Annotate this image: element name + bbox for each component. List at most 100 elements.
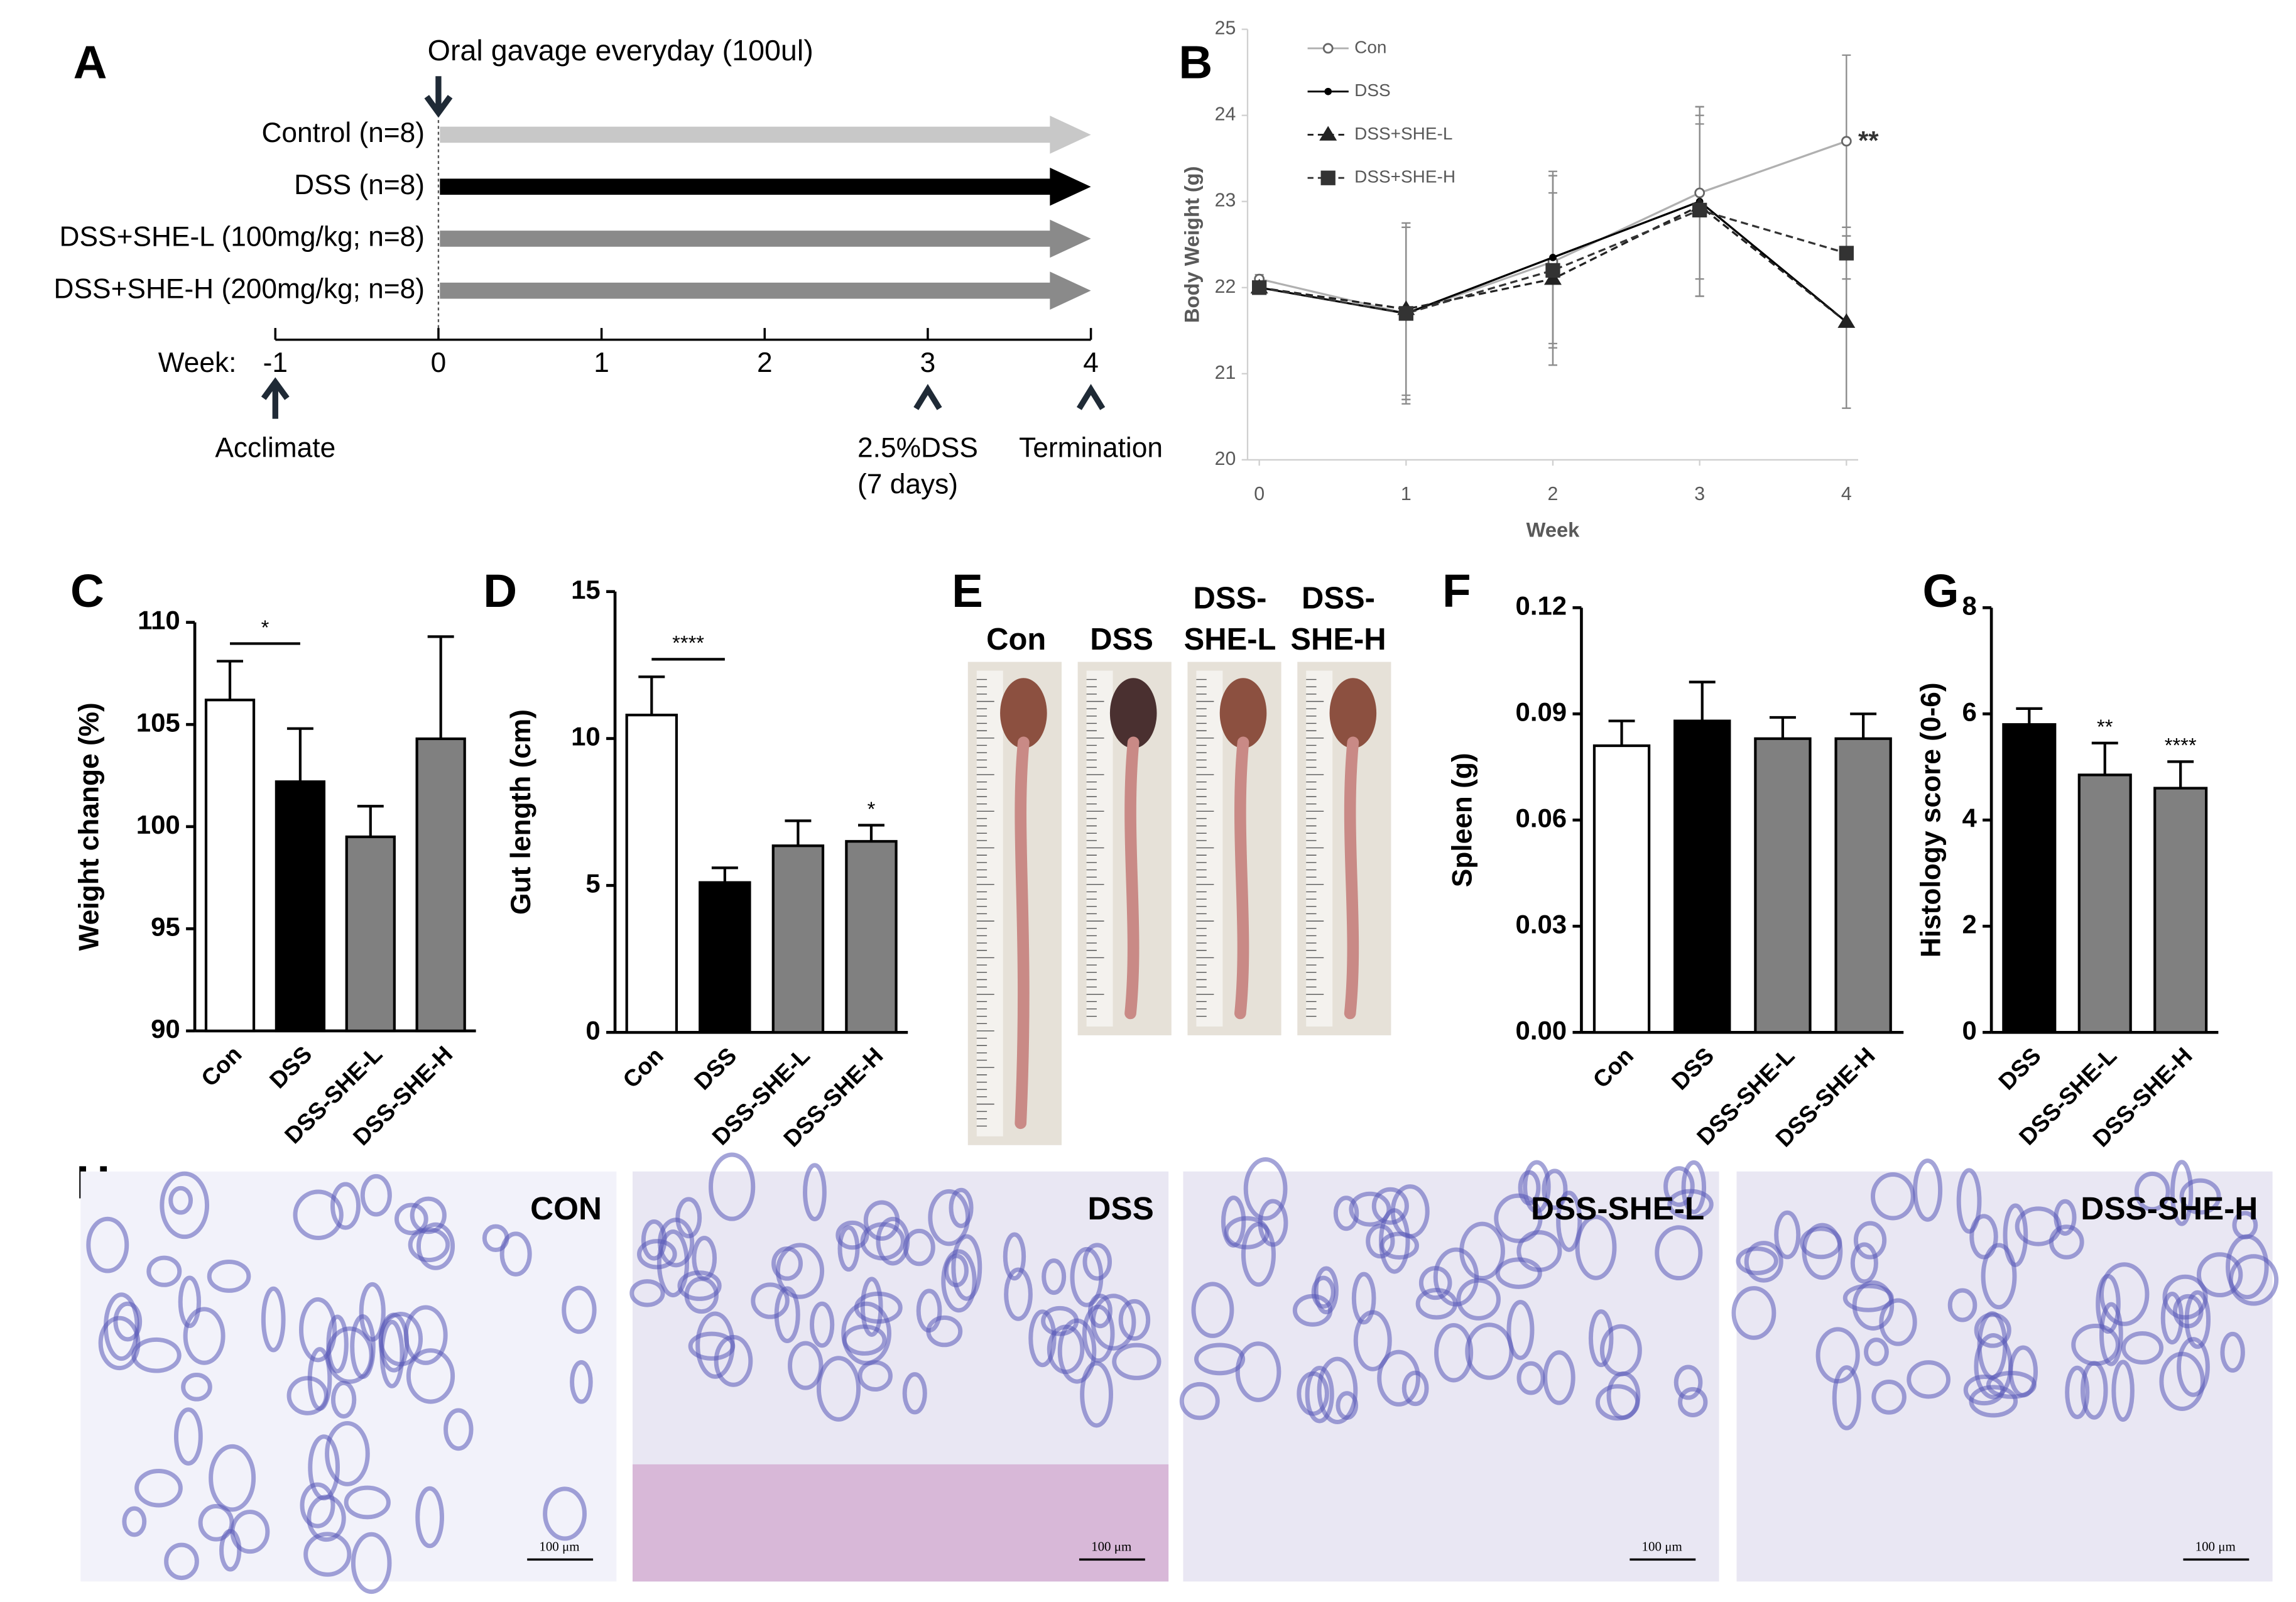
error-bar	[785, 819, 812, 846]
crypt	[1815, 1327, 1860, 1384]
x-tick-label: Con	[196, 1041, 247, 1092]
group-label: Control (n=8)	[261, 117, 425, 148]
x-tick-label: 0	[1254, 484, 1265, 504]
crypt	[1506, 1300, 1535, 1360]
crypt	[1667, 1189, 1714, 1220]
timeline-annotation: Termination	[1019, 432, 1163, 463]
significance: *	[261, 616, 269, 639]
error-bar	[2167, 760, 2194, 788]
crypt	[1333, 1196, 1359, 1231]
panel-label: A	[73, 36, 107, 89]
crypt	[98, 1316, 141, 1371]
chevron	[913, 384, 942, 410]
crypt	[1556, 1191, 1582, 1252]
crypt	[2134, 1171, 2170, 1212]
crypt	[261, 1286, 286, 1353]
y-axis-title: Spleen (g)	[1447, 753, 1478, 887]
significance: ****	[2165, 734, 2197, 757]
crypt	[2048, 1224, 2084, 1260]
crypt	[656, 1229, 690, 1298]
y-tick-label: 15	[571, 575, 601, 604]
crypt	[928, 1189, 971, 1246]
crypt	[1241, 1222, 1276, 1287]
crypt	[351, 1532, 392, 1594]
ruler	[1086, 670, 1113, 1027]
crypt	[2184, 1290, 2211, 1349]
crypt	[562, 1285, 597, 1334]
crypt	[926, 1315, 963, 1348]
photo-label: SHE-H	[1290, 623, 1386, 657]
crypt	[816, 1356, 861, 1422]
y-tick-label: 0.12	[1516, 591, 1567, 620]
panel-label: D	[483, 564, 517, 617]
crypt	[403, 1305, 448, 1365]
crypt	[2177, 1337, 2210, 1397]
crypt	[183, 1307, 226, 1365]
crypt	[1870, 1172, 1915, 1221]
crypt	[198, 1503, 234, 1542]
timeline-tick-label: 1	[594, 347, 609, 378]
bar	[845, 840, 898, 1034]
timeline-annotation: (7 days)	[857, 469, 958, 500]
y-tick-label: 110	[138, 606, 180, 635]
photo-label: DSS	[1090, 623, 1153, 657]
crypt	[2065, 1365, 2090, 1420]
scale-bar-label: 100 μm	[1642, 1539, 1682, 1554]
timeline-tick-label: -1	[263, 347, 288, 378]
crypt	[837, 1225, 860, 1272]
crypt	[160, 1171, 210, 1240]
crypt	[1434, 1322, 1474, 1383]
legend-label: Con	[1354, 37, 1386, 57]
histology-label: CON	[530, 1191, 602, 1226]
crypt	[1366, 1224, 1395, 1259]
y-tick-label: 90	[151, 1014, 180, 1043]
marker	[1837, 313, 1856, 328]
error-bar	[2016, 707, 2043, 725]
crypt	[2159, 1351, 2205, 1412]
x-tick-label: Con	[618, 1042, 668, 1093]
crypt	[308, 1434, 340, 1501]
crypt	[2111, 1360, 2135, 1422]
crypt	[1981, 1243, 2017, 1310]
scale-bar-label: 100 μm	[2195, 1539, 2236, 1554]
crypt	[1850, 1242, 1878, 1284]
y-tick-label: 0.09	[1516, 697, 1567, 726]
panel-label: B	[1178, 36, 1212, 89]
crypt	[134, 1468, 183, 1508]
crypt	[1465, 1322, 1514, 1380]
crypt	[2220, 1331, 2245, 1373]
crypt	[1091, 1294, 1136, 1351]
y-tick-label: 2	[1962, 909, 1976, 939]
crypt	[637, 1239, 677, 1270]
significance: *	[868, 797, 876, 820]
bar	[771, 844, 825, 1034]
group-label: DSS+SHE-H (200mg/kg; n=8)	[54, 273, 425, 304]
legend-label: DSS+SHE-H	[1354, 167, 1455, 187]
crypt	[1907, 1360, 1951, 1399]
crypt	[1028, 1309, 1057, 1368]
y-tick-label: 95	[151, 912, 180, 941]
error-bar	[1689, 680, 1716, 721]
crypt	[146, 1255, 182, 1287]
legend-marker	[1319, 126, 1337, 141]
crypt	[2196, 1252, 2243, 1298]
crypt	[1853, 1221, 1887, 1260]
crypt	[1832, 1365, 1861, 1430]
x-tick-label: DSS	[689, 1042, 742, 1095]
crypt	[629, 1279, 665, 1307]
significance: ****	[672, 631, 704, 655]
crypt	[173, 1407, 203, 1466]
crypt	[903, 1228, 935, 1267]
crypt	[168, 1185, 193, 1215]
crypt	[2228, 1254, 2279, 1306]
crypt	[1082, 1304, 1115, 1363]
ruler	[1196, 670, 1223, 1027]
marker	[1839, 246, 1854, 261]
crypt	[164, 1542, 199, 1581]
crypt	[1070, 1246, 1104, 1307]
y-tick-label: 8	[1962, 591, 1976, 620]
colon	[1124, 736, 1140, 1020]
crypt	[325, 1420, 370, 1486]
y-tick-label: 0.00	[1516, 1015, 1567, 1045]
crypt	[1800, 1226, 1842, 1260]
